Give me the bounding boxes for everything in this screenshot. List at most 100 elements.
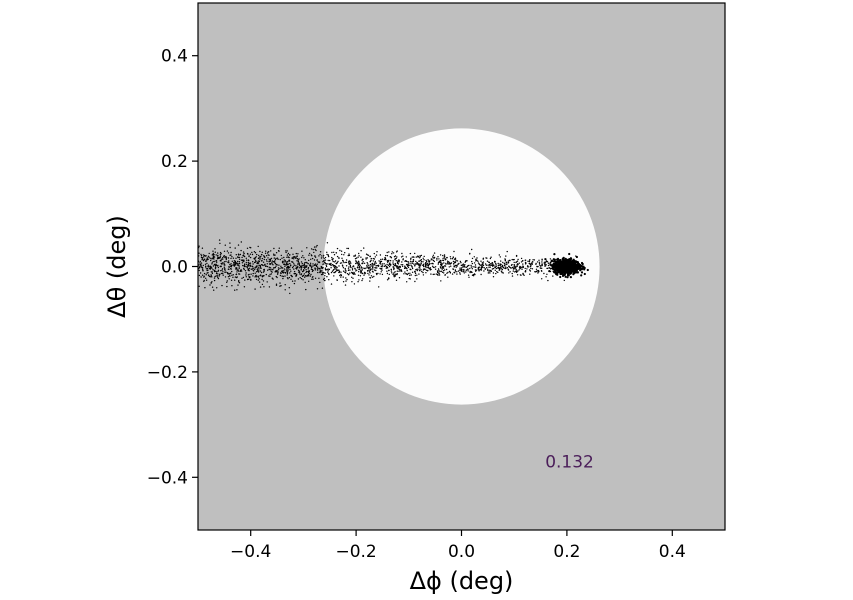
scatter-point [491,262,493,264]
scatter-point [409,272,411,274]
scatter-point [331,251,333,254]
scatter-point [413,256,415,258]
scatter-point [508,272,510,274]
scatter-point [458,262,460,265]
x-tick-label: 0.2 [553,542,580,562]
scatter-point [307,267,310,269]
scatter-point [315,246,317,248]
scatter-point [246,259,248,261]
scatter-point [393,267,395,270]
scatter-point [224,244,226,246]
scatter-point [284,275,286,277]
scatter-point [371,276,374,278]
scatter-point [284,284,286,286]
scatter-point [264,263,266,265]
scatter-point [298,258,300,260]
scatter-point [331,270,334,272]
scatter-point [528,260,531,262]
scatter-point [468,276,470,278]
scatter-point [454,257,457,259]
scatter-point [287,266,290,269]
scatter-point [527,260,529,262]
scatter-point [509,271,511,273]
annotations: 0.132 [545,452,594,472]
scatter-point [553,262,557,265]
scatter-point [324,259,327,261]
scatter-point [214,248,216,250]
scatter-point [219,255,222,257]
scatter-point [243,255,246,258]
scatter-point [444,257,446,259]
scatter-point [217,276,219,279]
scatter-point [367,254,370,256]
scatter-point [469,271,471,274]
scatter-point [431,265,434,267]
scatter-point [459,260,462,263]
scatter-point [243,260,245,263]
scatter-point [558,265,562,268]
scatter-point [257,268,259,270]
scatter-point [309,262,312,264]
scatter-point [266,265,269,268]
scatter-point [232,257,235,259]
scatter-point [396,262,399,264]
scatter-point [529,263,532,266]
scatter-point [522,272,524,275]
scatter-point [281,270,284,272]
scatter-point [402,255,404,257]
scatter-point [390,268,392,271]
scatter-point [215,272,218,275]
scatter-point [348,266,350,268]
scatter-point [233,264,235,267]
scatter-point [217,254,219,257]
scatter-point [228,273,230,275]
scatter-point [392,273,395,275]
scatter-point [355,270,357,272]
scatter-point [410,257,412,259]
scatter-point [236,269,238,271]
scatter-point [361,267,363,269]
scatter-point [447,271,449,274]
scatter-point [354,258,357,260]
scatter-point [200,256,203,259]
scatter-point [236,271,238,273]
scatter-point [369,272,371,274]
scatter-point [232,274,234,276]
scatter-point [323,271,325,274]
scatter-point [302,255,304,257]
scatter-point [322,278,325,281]
scatter-point [286,266,288,269]
scatter-point [499,269,501,271]
scatter-point [370,257,372,260]
scatter-point [569,263,572,266]
scatter-point [544,258,547,261]
scatter-point [337,260,339,263]
scatter-point [424,268,426,270]
scatter-point [381,258,384,260]
scatter-point [198,274,201,277]
scatter-point [203,280,205,283]
scatter-point [222,258,224,260]
scatter-point [263,258,265,261]
scatter-point [388,277,390,279]
scatter-point [486,267,488,269]
scatter-point [282,275,284,278]
scatter-point [214,260,216,263]
scatter-point [534,271,536,273]
scatter-point [243,286,246,288]
scatter-point [469,267,471,270]
scatter-point [514,271,516,273]
scatter-point [518,262,520,264]
scatter-point [412,259,415,261]
scatter-point [543,272,545,275]
scatter-point [349,263,351,265]
scatter-point [467,270,469,272]
scatter-point [324,275,326,277]
scatter-point [384,257,386,259]
scatter-point [351,272,354,275]
scatter-point [463,268,465,271]
scatter-point [300,261,303,263]
scatter-point [492,276,495,278]
scatter-point [342,265,344,267]
scatter-point [513,264,516,266]
